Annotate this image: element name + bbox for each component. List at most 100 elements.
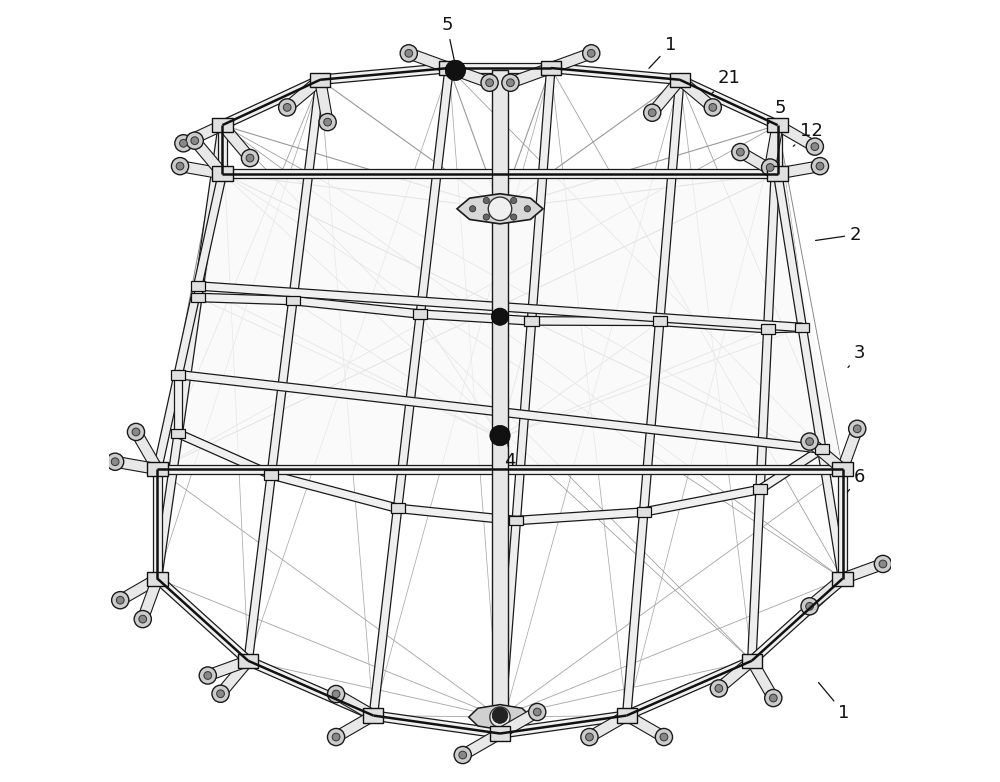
Circle shape — [324, 118, 331, 126]
Polygon shape — [218, 125, 227, 174]
Circle shape — [801, 597, 818, 615]
Polygon shape — [286, 296, 300, 306]
Circle shape — [405, 49, 413, 57]
Polygon shape — [624, 711, 667, 742]
Circle shape — [483, 197, 489, 203]
Polygon shape — [670, 73, 690, 87]
Polygon shape — [747, 658, 778, 701]
Polygon shape — [457, 194, 543, 224]
Polygon shape — [198, 293, 293, 305]
Circle shape — [583, 45, 600, 62]
Circle shape — [176, 162, 184, 170]
Polygon shape — [773, 125, 782, 174]
Text: 2: 2 — [816, 225, 862, 244]
Polygon shape — [653, 317, 667, 326]
Polygon shape — [832, 462, 853, 476]
Circle shape — [107, 453, 124, 470]
Polygon shape — [117, 574, 160, 605]
Circle shape — [199, 667, 216, 684]
Circle shape — [704, 99, 721, 116]
Polygon shape — [678, 76, 780, 129]
Circle shape — [587, 49, 595, 57]
Polygon shape — [449, 63, 551, 73]
Circle shape — [849, 420, 866, 437]
Polygon shape — [246, 657, 375, 719]
Polygon shape — [768, 323, 802, 333]
Polygon shape — [676, 76, 716, 112]
Polygon shape — [238, 654, 258, 668]
Polygon shape — [191, 292, 205, 303]
Polygon shape — [524, 316, 539, 326]
Text: 1: 1 — [818, 683, 850, 723]
Polygon shape — [622, 80, 684, 716]
Polygon shape — [832, 572, 853, 586]
Circle shape — [732, 144, 749, 161]
Circle shape — [648, 109, 656, 117]
Polygon shape — [496, 68, 555, 734]
Polygon shape — [397, 504, 517, 525]
Circle shape — [874, 555, 892, 572]
Circle shape — [279, 99, 296, 116]
Polygon shape — [194, 286, 202, 297]
Circle shape — [511, 214, 517, 221]
Polygon shape — [157, 125, 222, 579]
Polygon shape — [549, 48, 593, 74]
Circle shape — [134, 611, 151, 628]
Polygon shape — [197, 282, 803, 332]
Polygon shape — [775, 120, 818, 152]
Circle shape — [660, 734, 668, 741]
Circle shape — [765, 690, 782, 707]
Polygon shape — [212, 167, 233, 181]
Polygon shape — [212, 118, 233, 132]
Polygon shape — [373, 711, 501, 738]
Circle shape — [710, 680, 727, 697]
Circle shape — [879, 560, 887, 568]
Polygon shape — [541, 61, 561, 75]
Circle shape — [332, 734, 340, 741]
Circle shape — [470, 206, 476, 212]
Circle shape — [507, 79, 514, 87]
Polygon shape — [765, 124, 783, 168]
Polygon shape — [153, 469, 162, 579]
Text: 3: 3 — [848, 344, 865, 368]
Circle shape — [246, 154, 254, 162]
Circle shape — [816, 162, 824, 170]
Circle shape — [241, 149, 259, 167]
Polygon shape — [153, 173, 227, 470]
Circle shape — [445, 60, 466, 81]
Polygon shape — [758, 446, 824, 493]
Polygon shape — [637, 508, 651, 517]
Polygon shape — [753, 484, 767, 494]
Circle shape — [524, 206, 530, 212]
Polygon shape — [738, 147, 780, 178]
Circle shape — [491, 308, 509, 325]
Polygon shape — [320, 63, 450, 84]
Circle shape — [806, 438, 813, 446]
Text: 4: 4 — [504, 429, 516, 471]
Circle shape — [806, 138, 823, 155]
Circle shape — [806, 602, 813, 610]
Text: 5: 5 — [768, 99, 786, 124]
Polygon shape — [460, 729, 503, 760]
Circle shape — [332, 691, 340, 698]
Circle shape — [327, 729, 345, 746]
Polygon shape — [550, 63, 680, 84]
Polygon shape — [413, 309, 427, 319]
Polygon shape — [147, 572, 168, 586]
Circle shape — [492, 708, 508, 723]
Polygon shape — [469, 705, 531, 730]
Polygon shape — [154, 576, 251, 664]
Polygon shape — [617, 708, 637, 723]
Circle shape — [533, 708, 541, 716]
Polygon shape — [131, 429, 162, 472]
Polygon shape — [587, 711, 629, 742]
Circle shape — [171, 157, 189, 174]
Polygon shape — [509, 515, 523, 526]
Circle shape — [486, 79, 493, 87]
Polygon shape — [509, 63, 553, 88]
Polygon shape — [742, 654, 762, 668]
Circle shape — [283, 103, 291, 111]
Polygon shape — [218, 122, 254, 162]
Polygon shape — [206, 655, 250, 680]
Polygon shape — [222, 169, 778, 178]
